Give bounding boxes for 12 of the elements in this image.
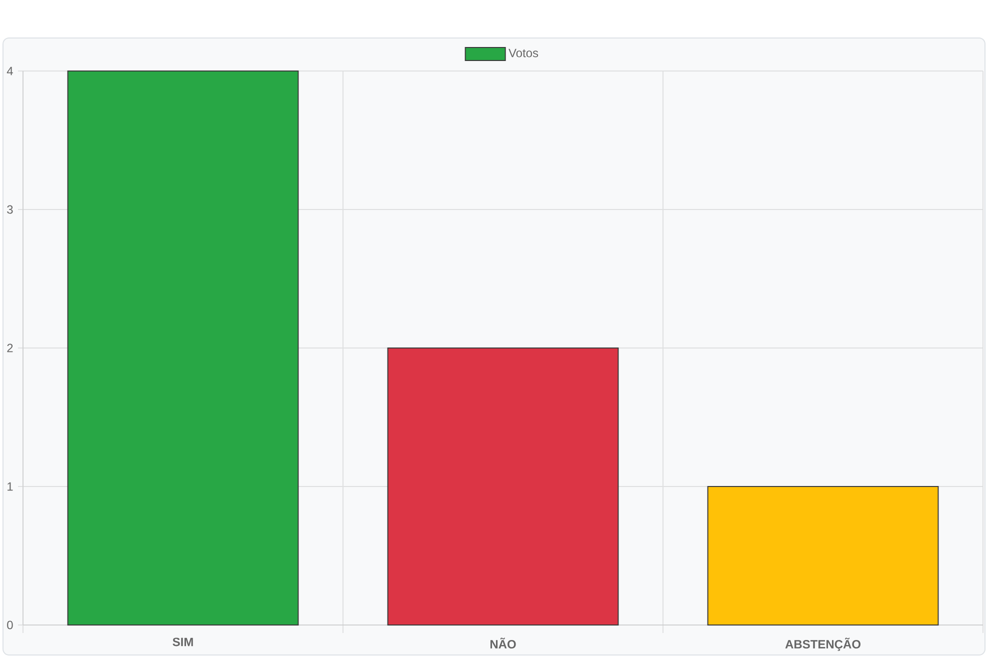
bar (67, 70, 299, 626)
x-tick-label: SIM (172, 638, 193, 646)
x-tick-label: NÃO (490, 638, 516, 649)
y-tick-label: 0 (7, 620, 13, 630)
x-tick-label: ABSTENÇÃO (785, 638, 860, 651)
legend-label: Votos (508, 48, 538, 58)
bar (387, 347, 619, 626)
y-tick-label: 4 (6, 66, 13, 76)
y-tick-label: 1 (8, 482, 13, 491)
y-tick-label: 3 (7, 205, 13, 214)
y-tick-label: 2 (7, 344, 13, 352)
bar (707, 486, 939, 626)
